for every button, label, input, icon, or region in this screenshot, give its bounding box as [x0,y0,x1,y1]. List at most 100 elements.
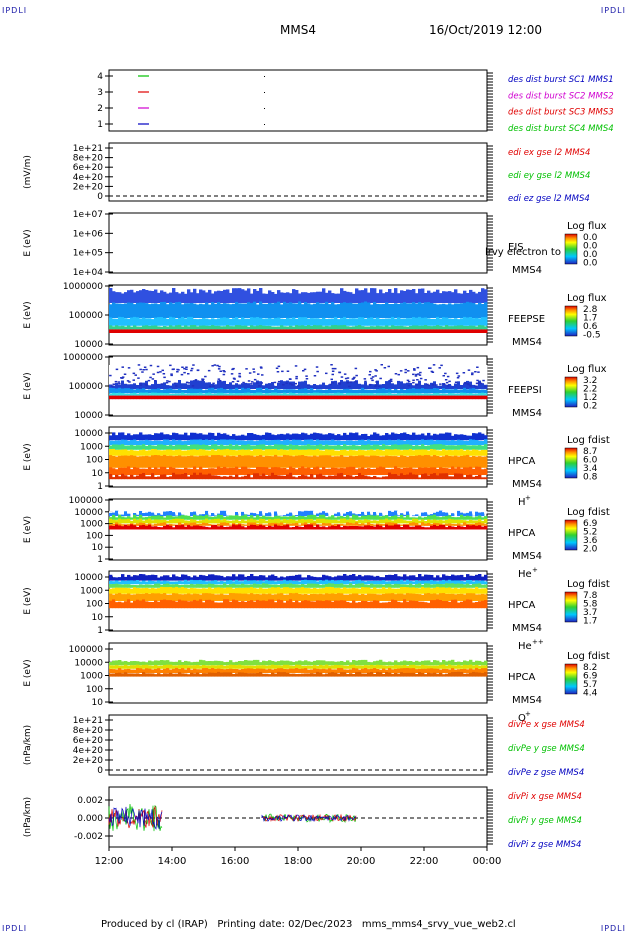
hpca_h-cell [109,449,113,456]
feepsi-scatter [217,368,221,370]
feepsi-cell [415,388,419,394]
hpca_hepp-cell [295,587,299,594]
hpca_h-cell [484,468,488,475]
hpca_o-cell [142,664,146,669]
feepse-cell [145,329,149,333]
hpca_o-cell [289,665,293,669]
hpca_he-cell [313,511,317,514]
feepse-cell [433,329,437,333]
feepsi-cell [247,383,251,389]
feepsi-cell [133,395,137,400]
hpca_h-cell [142,468,146,475]
feepse-cell [301,292,305,303]
hpca_hepp-cell [226,584,230,588]
hpca_he-cell [214,516,218,520]
feepsi-scatter [469,385,472,387]
hpca_o-cell [301,668,305,673]
feepsi-scatter [329,383,332,386]
hpca_hepp-cell [430,593,434,601]
feepse-cell [136,329,140,333]
hpca_hepp-cell [214,584,218,588]
feepsi-cell [430,393,434,396]
hpca_h-cell [169,476,173,480]
feepsi-cell [340,393,344,396]
hpca_o-cell [187,674,191,677]
hpca_hepp-cell [127,593,131,601]
hpca_h-cell [304,475,308,480]
feepsi-cell [331,389,335,394]
hpca_h-cell [439,440,443,445]
hpca_h-cell [253,456,257,468]
feepsi-cell [400,365,404,385]
feepsi-cell [292,365,296,385]
hpca_o-cell [343,672,347,677]
hpca_he-cell [205,526,209,530]
hpca_o-cell [337,665,341,669]
feepse-cell [238,329,242,333]
hpca_h-cell [379,456,383,468]
feepsi-cell [337,395,341,400]
hpca_hepp-cell [343,580,347,585]
hpca_he-cell [187,523,191,526]
hpca_h-cell [121,473,125,480]
hpca_h-cell [151,449,155,456]
hpca_h-cell [445,445,449,450]
feepse-cell [463,316,467,326]
feepsi-scatter [307,384,310,386]
feepsi-scatter [114,380,118,383]
hpca_o-cell [379,659,383,666]
hpca_he-cell [271,517,275,520]
hpca_hepp-cell [187,576,191,581]
feepse-cell [169,325,173,330]
hpca_h-cell [358,445,362,450]
hpca_he-cell [118,514,122,520]
hpca_hepp-cell [262,583,266,588]
hpca_hepp-cell [211,600,215,609]
hpca_h-cell [448,432,452,441]
hpca_hepp-cell [199,579,203,585]
hpca_he-cell [247,525,251,530]
feepsi-scatter [369,370,372,373]
hpca_he-cell [229,520,233,524]
hpca_h-cell [247,433,251,441]
hpca_he-cell [436,520,440,524]
hpca_h-cell [415,439,419,445]
hpca_hepp-cell [223,594,227,601]
hpca_he-colorbar-label: 5.2 [583,528,597,538]
feepsi-cell [475,393,479,396]
hpca_h-cell [364,440,368,445]
hpca_hepp-cell [244,584,248,588]
hpca_hepp-cell [382,593,386,601]
feepse-cell [328,290,332,303]
feepsi-cell [427,393,431,396]
hpca_he-cell [412,517,416,520]
hpca_h-cell [322,475,326,480]
feepsi-cell [280,393,284,396]
hpca_h-cell [202,469,206,475]
hpca_h-cell [304,468,308,475]
feepse-cell [403,302,407,318]
feepsi-cell [199,380,203,389]
hpca_hepp-cell [364,594,368,601]
hpca_he-cell [205,523,209,526]
feepsi-scatter [248,372,252,374]
hpca_hepp-cell [412,581,416,585]
hpca_h-cell [214,475,218,480]
hpca_he-cell [463,527,467,530]
hpca_h-cell [313,467,317,475]
edi-y-tick-label: 0 [97,192,103,202]
hpca_he-cell [373,520,377,524]
hpca_h-cell [127,476,131,480]
hpca_h-cell [472,456,476,468]
hpca_h-cell [154,433,158,441]
hpca_he-cell [217,518,221,524]
hpca_o-cell [340,661,344,666]
hpca_h-cell [298,439,302,445]
hpca_he-cell [328,511,332,514]
hpca_hepp-cell [220,581,224,585]
feepse-cell [304,326,308,330]
feepsi-cell [409,388,413,394]
feepsi-cell [346,388,350,394]
hpca_o-cell [217,668,221,673]
hpca_h-cell [235,450,239,456]
